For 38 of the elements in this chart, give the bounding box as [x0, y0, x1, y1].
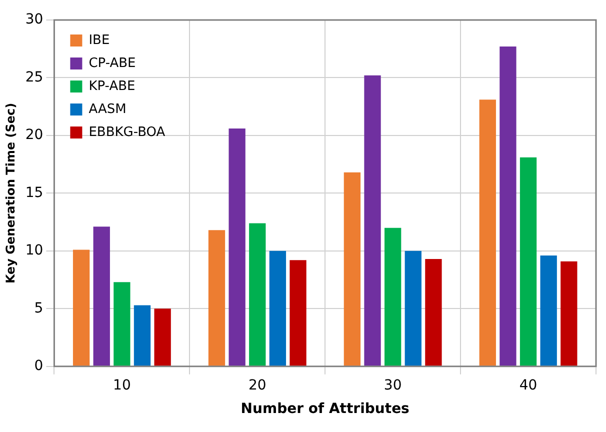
- bar: [520, 157, 537, 366]
- bar: [228, 128, 246, 366]
- x-tick-label: 40: [519, 377, 538, 394]
- bar: [425, 259, 442, 366]
- bar: [404, 250, 422, 366]
- bar: [500, 46, 516, 366]
- bar: [208, 230, 226, 366]
- legend-label: CP-ABE: [88, 56, 136, 71]
- bar: [344, 172, 361, 366]
- bar: [269, 250, 286, 366]
- bar: [479, 100, 496, 366]
- y-tick-label: 10: [25, 242, 44, 259]
- y-tick-label: 5: [34, 300, 44, 316]
- legend-label: EBBKG-BOA: [88, 124, 166, 140]
- bar: [93, 226, 110, 366]
- y-tick-label: 15: [25, 184, 44, 201]
- bar: [364, 75, 381, 366]
- bar: [72, 250, 90, 366]
- bar: [290, 260, 306, 366]
- legend-label: KP-ABE: [88, 78, 136, 94]
- bar: [249, 223, 266, 366]
- y-tick-label: 20: [25, 127, 44, 144]
- y-tick-label: 0: [34, 358, 44, 374]
- legend-label: IBE: [88, 32, 110, 48]
- bar: [384, 228, 402, 366]
- bar: [134, 305, 151, 366]
- bar: [114, 282, 130, 366]
- y-tick-label: 30: [25, 12, 44, 28]
- x-tick-label: 20: [248, 377, 266, 394]
- legend-label: AASM: [88, 102, 126, 117]
- bar: [540, 256, 557, 366]
- bar: [560, 261, 578, 366]
- x-tick-label: 10: [113, 377, 131, 394]
- y-axis-title: Key Generation Time (Sec): [3, 102, 18, 284]
- y-tick-label: 25: [25, 69, 44, 86]
- x-tick-label: 30: [384, 377, 402, 394]
- bar: [154, 308, 171, 366]
- x-axis-title: Number of Attributes: [240, 401, 410, 418]
